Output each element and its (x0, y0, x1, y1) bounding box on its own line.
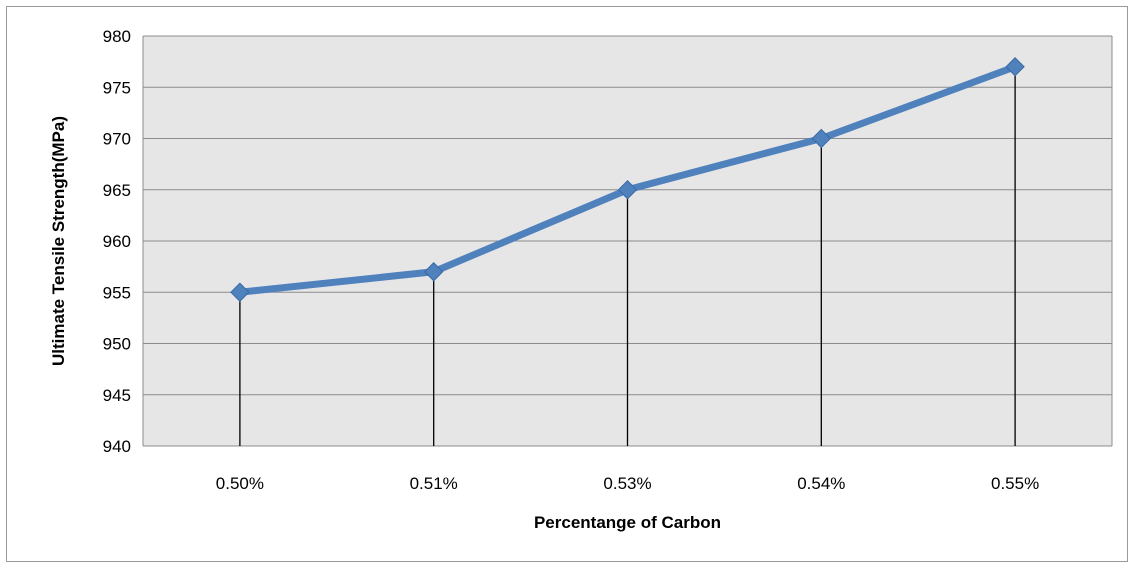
data-point-marker (617, 180, 638, 200)
data-point-marker (423, 262, 444, 282)
data-point-marker (230, 282, 250, 302)
drop-lines (239, 66, 1016, 446)
y-tick-label: 955 (103, 283, 131, 302)
y-axis-title: Ultimate Tensile Strength(MPa) (49, 116, 68, 366)
x-tick-label: 0.53% (603, 474, 651, 493)
y-tick-label: 965 (103, 181, 131, 200)
x-axis-title: Percentange of Carbon (534, 513, 721, 532)
y-tick-label: 945 (103, 386, 131, 405)
x-tick-label: 0.54% (797, 474, 845, 493)
data-point-marker (1005, 57, 1025, 77)
x-tick-label: 0.55% (991, 474, 1039, 493)
x-axis-tick-labels: 0.50% 0.51% 0.53% 0.54% 0.55% (216, 474, 1039, 493)
y-tick-label: 950 (103, 335, 131, 354)
y-tick-label: 975 (103, 78, 131, 97)
y-tick-label: 980 (103, 27, 131, 46)
x-tick-label: 0.51% (410, 474, 458, 493)
data-point-marker (811, 128, 832, 149)
y-tick-label: 940 (103, 437, 131, 456)
y-tick-label: 970 (103, 130, 131, 149)
x-tick-label: 0.50% (216, 474, 264, 493)
data-series (230, 57, 1025, 302)
y-tick-label: 960 (103, 232, 131, 251)
y-axis-tick-labels: 940 945 950 955 960 965 970 975 980 (103, 27, 131, 456)
